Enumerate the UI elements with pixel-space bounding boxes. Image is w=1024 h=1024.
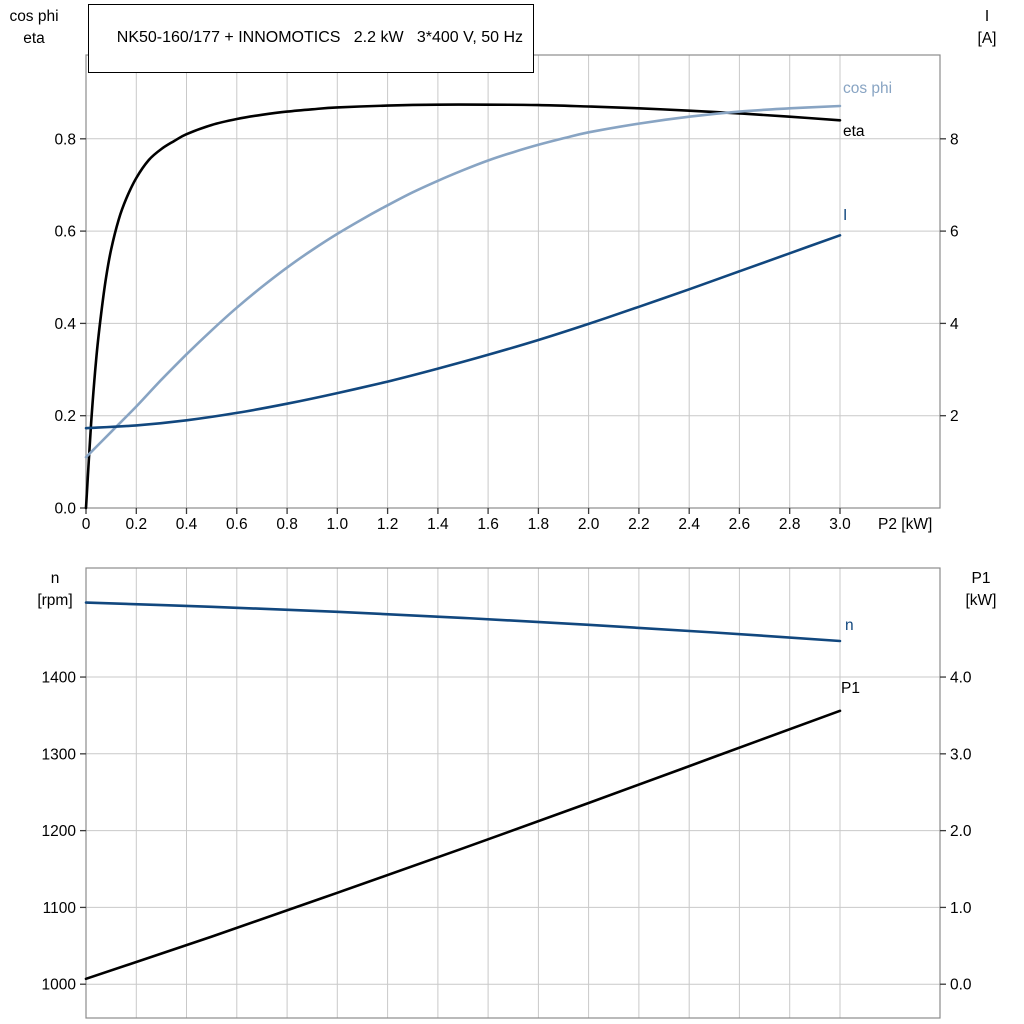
plot-frame <box>85 567 941 1019</box>
x-axis-tick-label: 1.4 <box>427 516 449 533</box>
upper-chart: 0.0 0.2 0.4 0.6 0.8 2 4 6 8 0 0.2 0.4 0.6 0.8 1.0 1.2 1.… <box>9 8 997 533</box>
left-axis-title: cos phi <box>9 8 58 25</box>
right-axis-tick-label: 4 <box>950 316 959 333</box>
left-axis-title: eta <box>23 30 45 47</box>
curve-label-current: I <box>843 207 847 224</box>
right-axis-tick-label: 8 <box>950 131 959 148</box>
curve-label-eta: eta <box>843 123 865 140</box>
curve-label-cos-phi: cos phi <box>843 80 892 97</box>
x-axis-tick-label: 0.2 <box>126 516 148 533</box>
curve-label-p1: P1 <box>841 680 860 697</box>
left-axis-title: n <box>51 570 60 587</box>
x-axis-tick-label: 0.6 <box>226 516 248 533</box>
left-axis-tick-label: 1000 <box>42 977 77 994</box>
right-axis-tick-label: 6 <box>950 224 959 241</box>
left-axis-tick-label: 1400 <box>42 670 77 687</box>
curve-p1 <box>84 709 842 981</box>
right-axis-title: P1 <box>972 570 991 587</box>
right-axis-title: I <box>985 8 989 25</box>
x-axis-tick-label: 1.6 <box>477 516 499 533</box>
left-axis-tick-label: 1100 <box>43 900 77 917</box>
x-axis-title: P2 [kW] <box>878 516 932 533</box>
x-axis-tick-label: 0.4 <box>176 516 198 533</box>
curve-speed <box>84 601 842 643</box>
right-axis-tick-label: 4.0 <box>950 670 972 687</box>
left-axis-tick-label: 1200 <box>42 823 77 840</box>
x-axis-tick-label: 2.0 <box>578 516 600 533</box>
x-axis-tick-label: 1.8 <box>528 516 550 533</box>
x-axis-tick-label: 3.0 <box>829 516 851 533</box>
left-axis-title: [rpm] <box>37 592 72 609</box>
right-axis-tick-label: 3.0 <box>950 746 972 763</box>
right-axis-tick-label: 2 <box>950 408 959 425</box>
left-axis-tick-label: 0.6 <box>54 224 76 241</box>
right-axis-title: [kW] <box>966 592 997 609</box>
curve-cos-phi <box>84 104 842 459</box>
x-axis-tick-label: 2.6 <box>729 516 751 533</box>
left-axis-tick-label: 0.8 <box>54 131 76 148</box>
curve-current <box>84 234 842 430</box>
curve-eta <box>84 103 842 510</box>
left-axis-tick-label: 0.2 <box>54 408 76 425</box>
x-axis-tick-label: 0.8 <box>276 516 298 533</box>
left-axis-tick-label: 0.4 <box>54 316 76 333</box>
right-axis-tick-label: 1.0 <box>950 900 972 917</box>
x-axis-tick-label: 2.4 <box>678 516 700 533</box>
curve-label-speed: n <box>845 617 854 634</box>
x-axis-tick-label: 2.8 <box>779 516 801 533</box>
right-axis-tick-label: 2.0 <box>950 823 972 840</box>
left-axis-tick-label: 0.0 <box>54 501 76 518</box>
x-axis-tick-label: 1.2 <box>377 516 399 533</box>
right-axis-title: [A] <box>978 30 997 47</box>
chart-title-box: NK50-160/177 + INNOMOTICS 2.2 kW 3*400 V… <box>88 4 535 73</box>
chart-title: NK50-160/177 + INNOMOTICS 2.2 kW 3*400 V… <box>116 29 524 46</box>
left-axis-tick-label: 1300 <box>42 746 77 763</box>
x-axis-tick-label: 1.0 <box>327 516 349 533</box>
right-axis-tick-label: 0.0 <box>950 977 972 994</box>
lower-chart: 1400 1300 1200 1100 1000 4.0 3.0 2.0 1.0 0.0 n [rpm… <box>37 567 997 1019</box>
x-axis-tick-label: 2.2 <box>628 516 650 533</box>
x-axis-tick-label: 0 <box>82 516 91 533</box>
